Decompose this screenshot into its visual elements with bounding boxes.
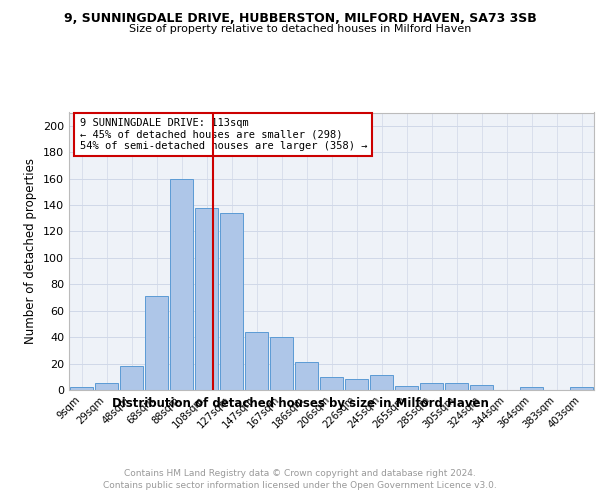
Bar	[70, 388, 93, 390]
Bar	[220, 213, 243, 390]
Text: 9, SUNNINGDALE DRIVE, HUBBERSTON, MILFORD HAVEN, SA73 3SB: 9, SUNNINGDALE DRIVE, HUBBERSTON, MILFOR…	[64, 12, 536, 26]
Text: 9 SUNNINGDALE DRIVE: 113sqm
← 45% of detached houses are smaller (298)
54% of se: 9 SUNNINGDALE DRIVE: 113sqm ← 45% of det…	[79, 118, 367, 151]
Bar	[570, 388, 593, 390]
Text: Contains HM Land Registry data © Crown copyright and database right 2024.: Contains HM Land Registry data © Crown c…	[124, 469, 476, 478]
Text: Size of property relative to detached houses in Milford Haven: Size of property relative to detached ho…	[129, 24, 471, 34]
Bar	[395, 386, 418, 390]
Bar	[420, 384, 443, 390]
Bar	[145, 296, 168, 390]
Bar	[345, 380, 368, 390]
Y-axis label: Number of detached properties: Number of detached properties	[25, 158, 37, 344]
Bar	[445, 384, 468, 390]
Bar	[195, 208, 218, 390]
Bar	[120, 366, 143, 390]
Bar	[295, 362, 318, 390]
Bar	[470, 384, 493, 390]
Bar	[270, 337, 293, 390]
Text: Contains public sector information licensed under the Open Government Licence v3: Contains public sector information licen…	[103, 481, 497, 490]
Bar	[170, 178, 193, 390]
Bar	[320, 377, 343, 390]
Text: Distribution of detached houses by size in Milford Haven: Distribution of detached houses by size …	[112, 398, 488, 410]
Bar	[245, 332, 268, 390]
Bar	[520, 388, 543, 390]
Bar	[95, 384, 118, 390]
Bar	[370, 376, 393, 390]
